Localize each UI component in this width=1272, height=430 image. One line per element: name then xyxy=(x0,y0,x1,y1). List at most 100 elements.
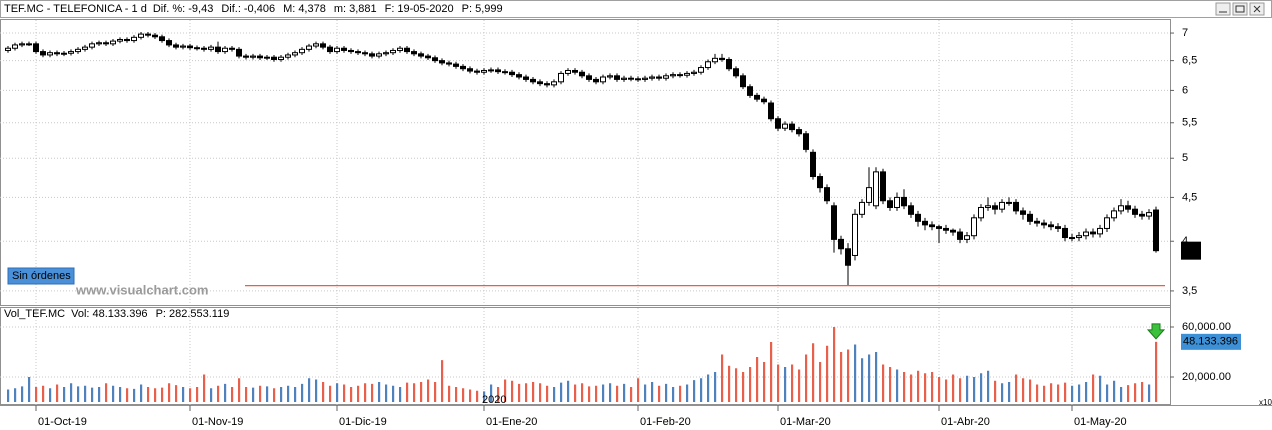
candle-body xyxy=(880,171,886,202)
volume-bar xyxy=(686,384,689,402)
volume-bar xyxy=(105,383,108,402)
header-value: -9,43 xyxy=(188,3,213,15)
candle-body xyxy=(852,213,858,256)
candle-body xyxy=(1055,226,1061,229)
volume-bar xyxy=(735,368,738,402)
volume-bar xyxy=(1127,385,1130,402)
volume-header-value: 48.133.396 xyxy=(93,308,148,320)
candle-body xyxy=(495,69,501,73)
volume-bar xyxy=(126,388,129,402)
volume-bar xyxy=(644,384,647,402)
candle-body xyxy=(782,123,788,129)
volume-bar xyxy=(462,388,465,402)
candle-body xyxy=(649,76,655,79)
candle-body xyxy=(719,57,725,60)
volume-bar xyxy=(665,383,668,402)
candle-body xyxy=(964,235,970,240)
volume-bar xyxy=(847,349,850,402)
volume-bar xyxy=(994,380,997,402)
candle-body xyxy=(460,65,466,70)
header-label: m: xyxy=(334,3,346,15)
candle-body xyxy=(565,69,571,74)
volume-header-value: 282.553.119 xyxy=(169,308,229,320)
candle-body xyxy=(348,49,354,53)
volume-bar xyxy=(182,387,185,402)
volume-bar xyxy=(721,354,724,402)
candle-body xyxy=(159,36,165,42)
volume-bar xyxy=(161,387,164,402)
minimize-button[interactable] xyxy=(1215,2,1231,16)
last-price-tag xyxy=(1181,241,1201,260)
volume-bar xyxy=(1064,382,1067,402)
candle-body xyxy=(642,77,648,80)
candle-body xyxy=(110,40,116,45)
volume-bar xyxy=(819,362,822,402)
volume-bar xyxy=(147,387,150,402)
volume-bar xyxy=(175,385,178,402)
volume-bar xyxy=(196,387,199,402)
maximize-button[interactable] xyxy=(1232,2,1248,16)
volume-bar xyxy=(238,378,241,402)
volume-bar xyxy=(700,378,703,402)
candle-body xyxy=(607,75,613,78)
candle-body xyxy=(915,213,921,222)
volume-bar xyxy=(1085,382,1088,402)
volume-bar xyxy=(1106,384,1109,402)
volume-bar xyxy=(1148,384,1151,402)
volume-bar xyxy=(931,372,934,402)
candle-body xyxy=(1118,205,1124,212)
volume-bar xyxy=(322,382,325,402)
orders-button-label[interactable]: Sin órdenes xyxy=(12,270,71,282)
volume-bar xyxy=(1071,385,1074,402)
volume-bar xyxy=(574,384,577,402)
candle-body xyxy=(341,47,347,51)
volume-bar xyxy=(329,385,332,402)
volume-bar xyxy=(630,387,633,402)
volume-bar xyxy=(476,390,479,402)
candle-body xyxy=(663,75,669,79)
window-controls[interactable] xyxy=(1215,2,1265,16)
candle-body xyxy=(40,51,46,56)
candle-body xyxy=(1139,213,1145,217)
volume-bar xyxy=(889,367,892,402)
volume-bar xyxy=(812,343,815,402)
volume-bar xyxy=(308,378,311,402)
multiplier-label: x10 xyxy=(1259,398,1272,407)
candle-body xyxy=(278,56,284,60)
volume-bar xyxy=(273,388,276,402)
volume-bar xyxy=(945,379,948,402)
volume-bar xyxy=(91,387,94,402)
y-tick-label: 6,5 xyxy=(1182,55,1197,67)
volume-bar xyxy=(581,383,584,402)
candle-body xyxy=(1146,212,1152,217)
candle-body xyxy=(397,47,403,51)
volume-bar xyxy=(679,385,682,402)
candle-body xyxy=(1125,205,1131,210)
alert-arrow xyxy=(1146,323,1166,340)
volume-bar xyxy=(294,387,297,402)
price-panel xyxy=(0,19,1171,306)
volume-bar xyxy=(35,387,38,402)
volume-bar xyxy=(882,364,885,402)
volume-bar xyxy=(84,385,87,402)
x-tick-label: 01-Dic-19 xyxy=(339,416,387,428)
candle-body xyxy=(950,229,956,233)
volume-bar xyxy=(42,385,45,402)
candle-body xyxy=(376,53,382,57)
header-label: Dif.: xyxy=(221,3,241,15)
candle-body xyxy=(698,67,704,73)
volume-bar xyxy=(798,369,801,402)
orders-button[interactable] xyxy=(7,267,75,285)
volume-bar xyxy=(511,380,514,402)
candle-body xyxy=(817,176,823,189)
volume-bar xyxy=(1113,380,1116,402)
volume-panel xyxy=(0,307,1171,405)
volume-bar xyxy=(784,367,787,402)
candle-body xyxy=(89,43,95,48)
header-value: 19-05-2020 xyxy=(397,3,453,15)
volume-bar xyxy=(1036,384,1039,402)
volume-bar xyxy=(497,387,500,402)
volume-bar xyxy=(189,388,192,402)
volume-bar xyxy=(406,382,409,402)
volume-bar xyxy=(672,387,675,402)
